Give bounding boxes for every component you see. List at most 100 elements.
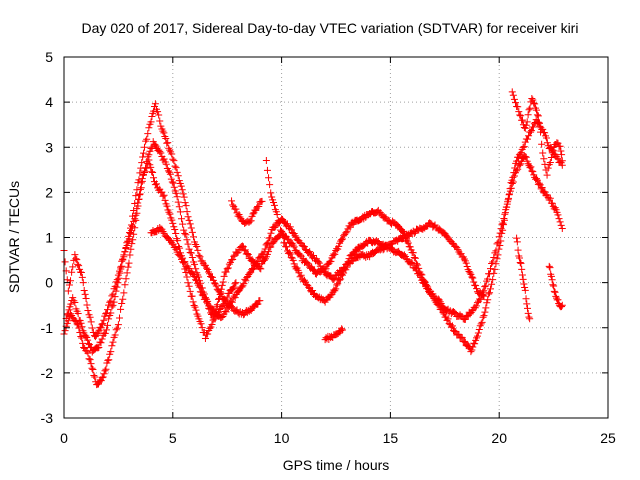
data-point-marker — [222, 268, 230, 276]
data-point-marker — [85, 340, 93, 348]
data-point-marker — [474, 329, 482, 337]
data-point-marker — [179, 220, 187, 228]
data-point-marker — [488, 280, 496, 288]
data-point-marker — [516, 259, 524, 267]
data-point-marker — [65, 306, 73, 314]
data-point-marker — [188, 228, 196, 236]
data-point-marker — [79, 279, 87, 287]
data-point-marker — [473, 332, 481, 340]
data-point-marker — [510, 95, 518, 103]
data-point-marker — [148, 113, 156, 121]
data-point-marker — [181, 258, 189, 266]
data-point-marker — [162, 135, 170, 143]
data-point-marker — [267, 189, 275, 197]
data-point-marker — [524, 309, 532, 317]
y-tick-label: -2 — [41, 365, 54, 381]
data-point-marker — [86, 356, 94, 364]
data-point-marker — [232, 279, 240, 287]
data-point-marker — [336, 276, 344, 284]
data-point-marker — [101, 329, 109, 337]
data-point-marker — [71, 298, 79, 306]
data-point-marker — [198, 291, 206, 299]
data-point-marker — [97, 377, 105, 385]
data-point-marker — [514, 165, 522, 173]
data-point-marker — [253, 259, 261, 267]
data-point-marker — [142, 137, 150, 145]
data-point-marker — [126, 251, 134, 259]
data-point-marker — [190, 271, 198, 279]
data-point-marker — [483, 299, 491, 307]
data-point-marker — [111, 331, 119, 339]
data-point-marker — [458, 334, 466, 342]
data-point-marker — [224, 264, 232, 272]
data-point-marker — [529, 168, 537, 176]
data-point-marker — [498, 220, 506, 228]
data-point-marker — [535, 179, 543, 187]
data-point-marker — [61, 258, 69, 266]
data-point-marker — [107, 348, 115, 356]
data-point-marker — [519, 275, 527, 283]
data-point-marker — [160, 191, 168, 199]
data-point-marker — [494, 238, 502, 246]
data-point-marker — [189, 233, 197, 241]
data-point-marker — [125, 259, 133, 267]
data-point-marker — [184, 213, 192, 221]
x-tick-label: 10 — [274, 430, 290, 446]
data-point-marker — [338, 236, 346, 244]
data-point-marker — [218, 281, 226, 289]
data-point-marker — [179, 190, 187, 198]
data-point-marker — [508, 88, 516, 96]
data-point-marker — [223, 294, 231, 302]
data-point-marker — [126, 230, 134, 238]
data-point-marker — [337, 275, 345, 283]
data-point-marker — [305, 283, 313, 291]
data-point-marker — [558, 157, 566, 165]
data-point-marker — [61, 327, 69, 335]
data-point-marker — [214, 295, 222, 303]
data-point-marker — [471, 304, 479, 312]
data-point-marker — [528, 94, 536, 102]
data-point-marker — [256, 264, 264, 272]
data-point-marker — [98, 374, 106, 382]
data-point-marker — [171, 243, 179, 251]
data-point-marker — [212, 282, 220, 290]
data-point-marker — [410, 253, 418, 261]
data-point-marker — [186, 248, 194, 256]
data-point-marker — [157, 149, 165, 157]
data-point-marker — [217, 285, 225, 293]
data-point-marker — [104, 306, 112, 314]
data-point-marker — [279, 232, 287, 240]
data-point-marker — [557, 221, 565, 229]
x-tick-label: 0 — [60, 430, 68, 446]
data-point-marker — [480, 312, 488, 320]
data-point-marker — [411, 264, 419, 272]
data-point-marker — [538, 183, 546, 191]
data-point-marker — [508, 180, 516, 188]
data-point-marker — [290, 260, 298, 268]
data-point-marker — [129, 222, 137, 230]
data-point-marker — [529, 96, 537, 104]
data-point-marker — [130, 230, 138, 238]
data-point-marker — [159, 192, 167, 200]
data-point-marker — [470, 278, 478, 286]
data-point-marker — [472, 302, 480, 310]
data-point-marker — [171, 225, 179, 233]
data-point-marker — [88, 364, 96, 372]
data-point-marker — [479, 291, 487, 299]
data-point-marker — [163, 139, 171, 147]
data-point-marker — [241, 246, 249, 254]
data-point-marker — [136, 191, 144, 199]
data-point-marker — [436, 298, 444, 306]
data-point-marker — [513, 234, 521, 242]
data-point-marker — [242, 277, 250, 285]
series-track-j — [228, 197, 266, 227]
data-point-marker — [195, 283, 203, 291]
data-point-marker — [170, 183, 178, 191]
data-point-marker — [82, 332, 90, 340]
data-point-marker — [191, 303, 199, 311]
data-point-marker — [546, 158, 554, 166]
data-point-marker — [108, 342, 116, 350]
data-point-marker — [141, 143, 149, 151]
data-point-marker — [404, 239, 412, 247]
